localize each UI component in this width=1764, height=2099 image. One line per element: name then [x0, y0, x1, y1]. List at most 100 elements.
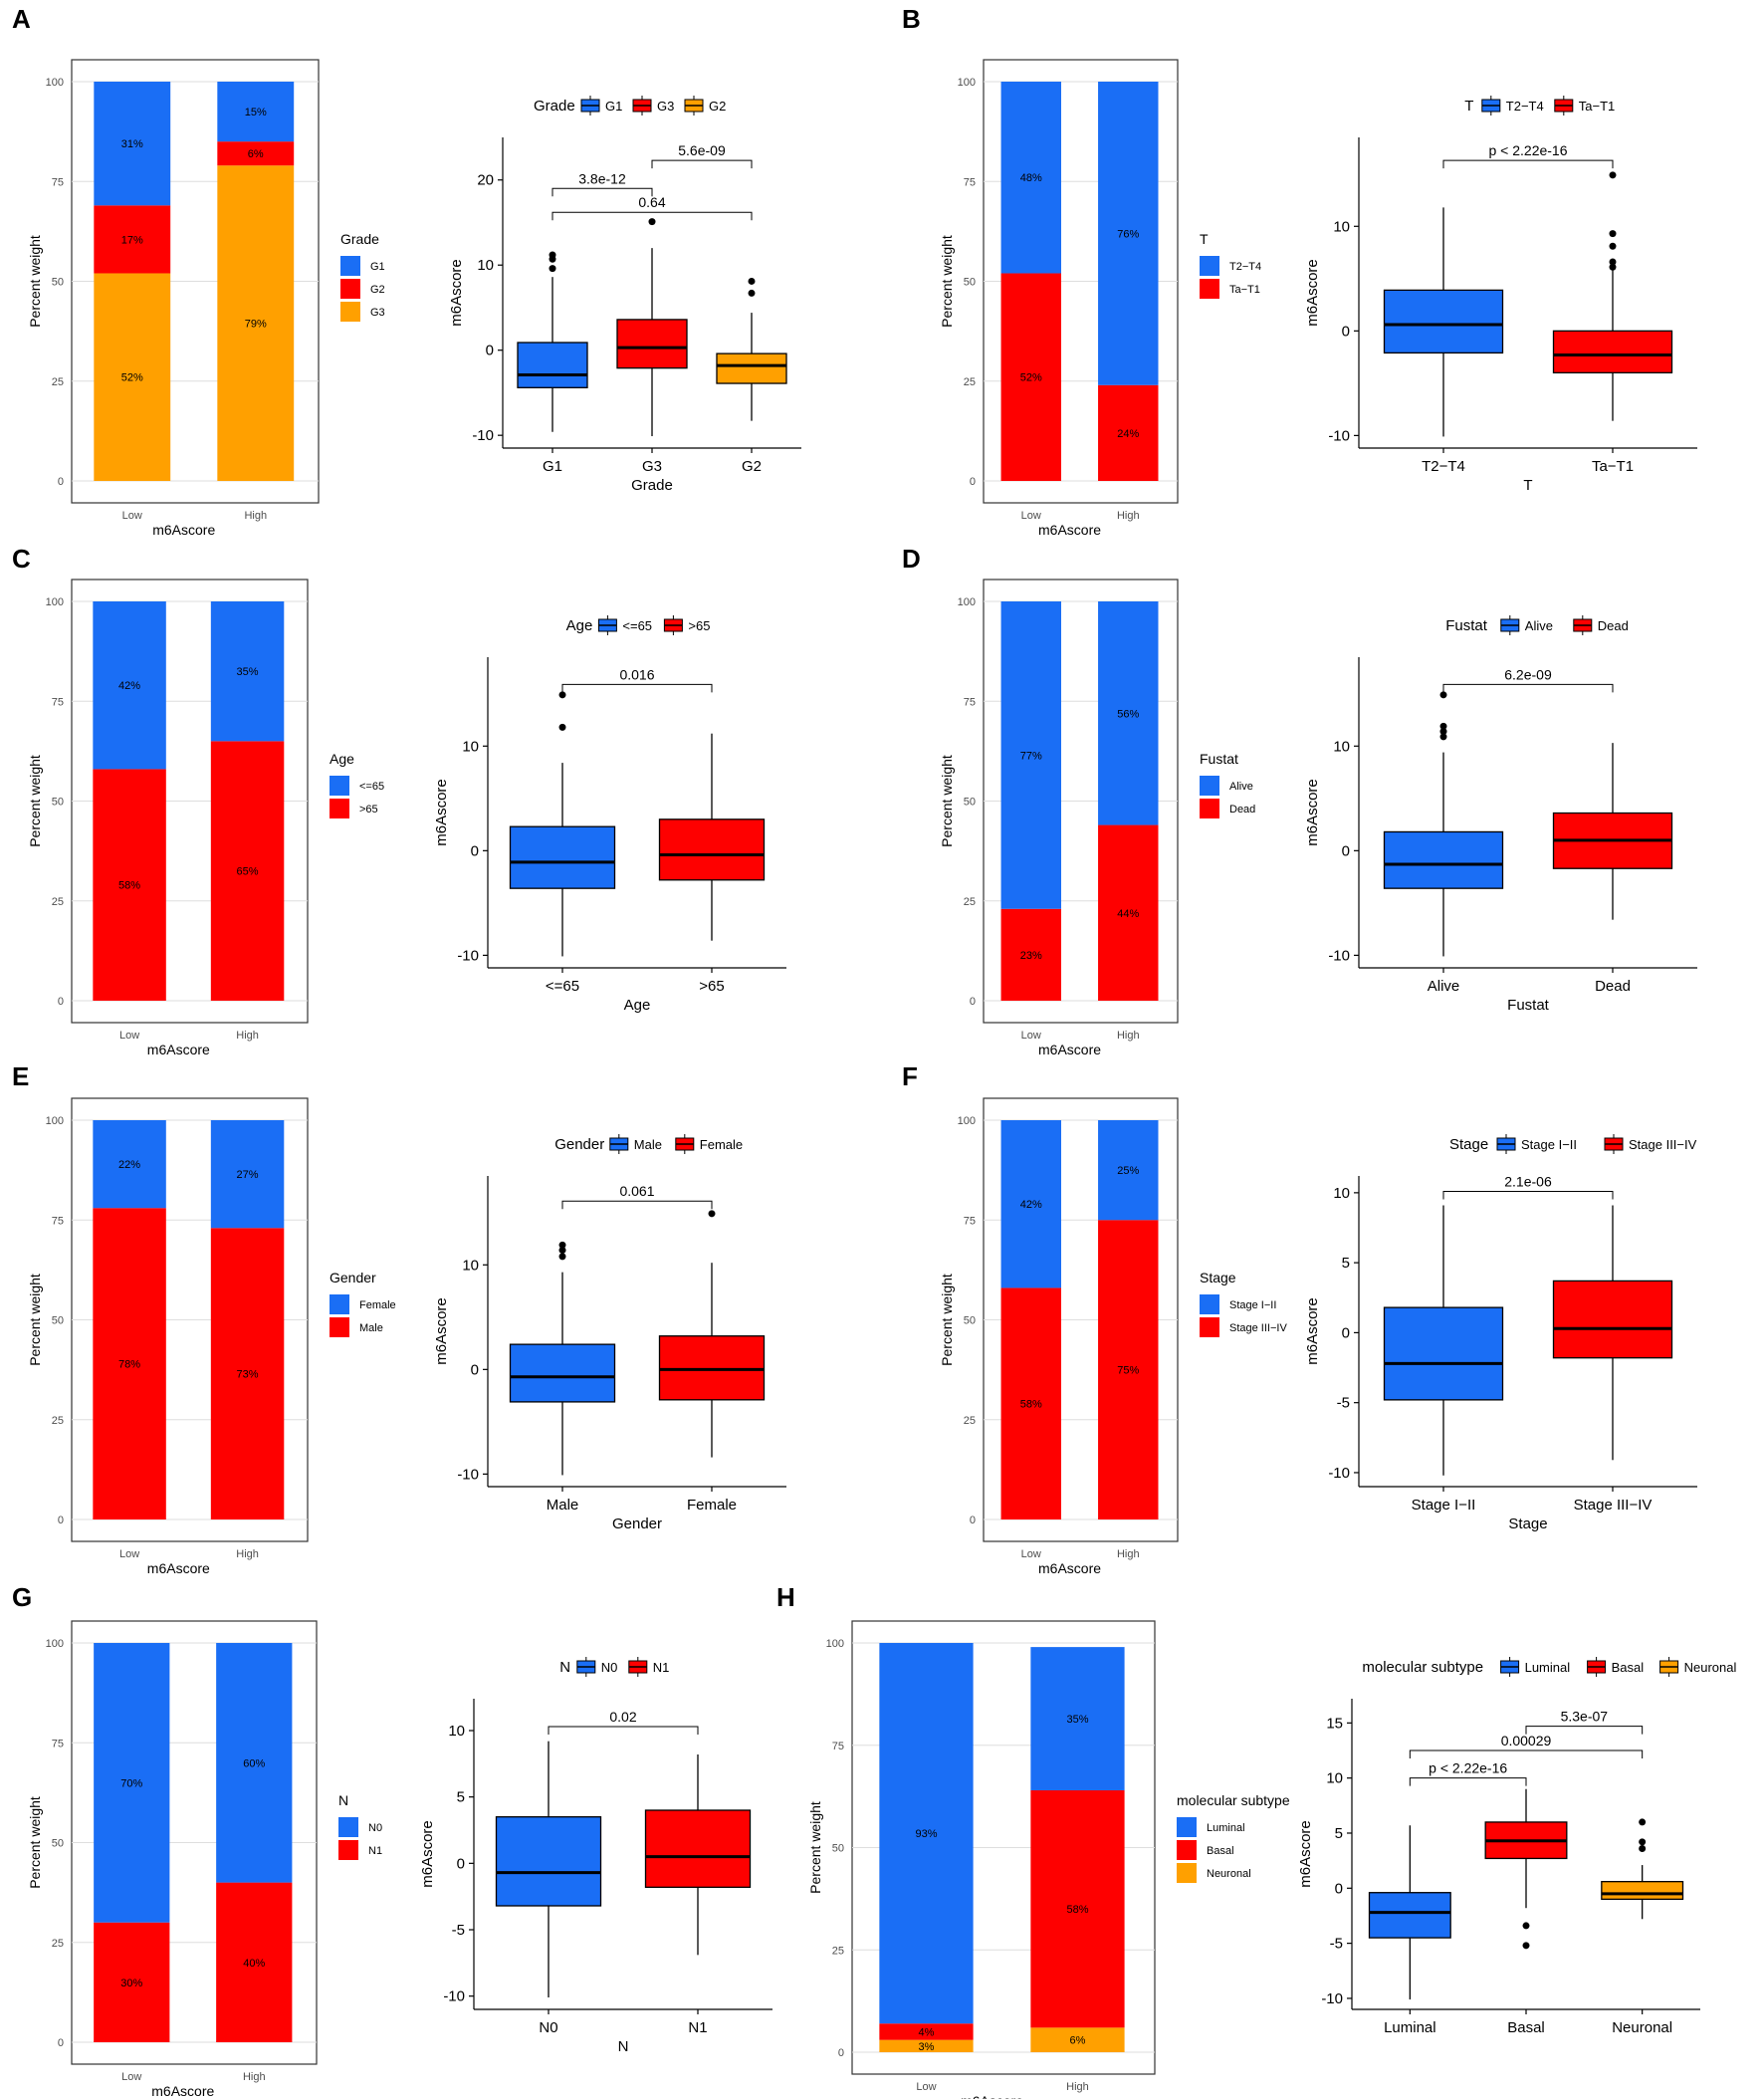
- bar-segment-Neuronal: [1030, 2027, 1125, 2052]
- box-Alive: [1383, 691, 1504, 957]
- bar-data-label: 25%: [1117, 1165, 1139, 1177]
- y-tick-label: 10: [477, 257, 494, 274]
- legend-label: N1: [653, 1660, 670, 1675]
- y-tick-label: 0: [1342, 323, 1350, 340]
- bar-data-label: 22%: [118, 1159, 140, 1171]
- legend-label: Alive: [1229, 781, 1253, 793]
- x-tick-label: Low: [119, 1030, 139, 1042]
- x-axis-title: m6Ascore: [151, 2083, 214, 2099]
- legend-label: G1: [370, 261, 385, 273]
- outlier-point: [1522, 1922, 1530, 1930]
- y-tick-label: 50: [52, 1315, 64, 1327]
- y-tick-label: 10: [1333, 1185, 1350, 1202]
- x-tick-label: Stage III−IV: [1574, 1497, 1653, 1514]
- box-iqr: [495, 1816, 602, 1907]
- y-tick-label: -5: [1330, 1936, 1343, 1953]
- x-axis-title: m6Ascore: [147, 1042, 210, 1057]
- y-tick-label: 75: [832, 1741, 844, 1752]
- legend-swatch: [330, 1294, 349, 1314]
- box-G3: [616, 218, 688, 437]
- y-axis-title: Percent weight: [807, 1801, 823, 1894]
- panel-e: E025507510078%22%Low73%27%Highm6AscorePe…: [12, 1061, 786, 1576]
- comparison-bracket: [1409, 1777, 1527, 1786]
- legend-swatch: [1200, 1317, 1219, 1337]
- bar-segment-Stage III−IV: [1098, 1220, 1159, 1519]
- y-tick-label: 20: [477, 172, 494, 189]
- y-tick-label: 25: [964, 1415, 976, 1427]
- p-value-label: 0.016: [619, 666, 654, 682]
- p-value-label: 5.3e-07: [1561, 1709, 1609, 1725]
- p-value-label: 5.6e-09: [678, 142, 726, 158]
- legend-label: Basal: [1612, 1660, 1645, 1675]
- panel-letter: F: [902, 1061, 918, 1091]
- legend-label: <=65: [622, 618, 652, 633]
- panel-b: B025507510052%48%Low24%76%Highm6AscorePe…: [902, 4, 1697, 538]
- legend-label: Male: [359, 1322, 383, 1334]
- box-iqr: [1383, 830, 1504, 889]
- legend-key: [1587, 1657, 1607, 1677]
- x-axis-title: m6Ascore: [152, 522, 215, 538]
- legend-title: Grade: [340, 231, 379, 247]
- y-tick-label: 10: [448, 1723, 465, 1740]
- box-plot-chart: -10 -5 0 5 10 15 Luminal Basal Neuronal p < 2.22e…: [1297, 1657, 1736, 2036]
- stacked-bar-chart: 0 25 50 75 100 58% 42% Low 75% 25% High m6Ascore Per…: [939, 1097, 1287, 1576]
- legend-label: T2−T4: [1229, 261, 1261, 273]
- bar-segment-G2: [217, 141, 295, 166]
- bar-data-label: 6%: [1070, 2035, 1086, 2047]
- legend-title: Gender: [554, 1136, 604, 1153]
- x-axis-title: Age: [624, 997, 651, 1014]
- bar-data-label: 24%: [1117, 428, 1139, 440]
- box-iqr: [509, 1343, 616, 1403]
- bar-data-label: 65%: [237, 866, 259, 878]
- legend-label: <=65: [359, 781, 384, 793]
- legend-title: molecular subtype: [1177, 1792, 1290, 1808]
- p-value-label: p < 2.22e-16: [1429, 1760, 1507, 1776]
- comparison-bracket: [1442, 1190, 1614, 1200]
- box-Female: [658, 1210, 766, 1458]
- panel-g: G025507510030%70%Low40%60%Highm6AscorePe…: [12, 1582, 772, 2099]
- x-tick-label: High: [1117, 510, 1140, 522]
- bar-data-label: 27%: [237, 1169, 259, 1181]
- y-tick-label: 0: [486, 343, 494, 359]
- box-Ta−T1: [1552, 171, 1673, 421]
- legend-title: Fustat: [1445, 617, 1488, 634]
- x-axis-title: N: [618, 2038, 629, 2055]
- bar-segment-G2: [94, 205, 171, 274]
- p-value-label: 2.1e-06: [1504, 1173, 1552, 1189]
- y-tick-label: -5: [1337, 1395, 1350, 1412]
- legend-swatch: [1200, 799, 1219, 818]
- y-tick-label: -10: [1321, 1990, 1343, 2007]
- bar-data-label: 4%: [919, 2026, 935, 2038]
- x-tick-label: Alive: [1428, 978, 1460, 995]
- panel-c: C025507510058%42%Low65%35%Highm6AscorePe…: [12, 544, 786, 1057]
- bar-data-label: 42%: [118, 680, 140, 692]
- y-tick-label: 75: [52, 1738, 64, 1749]
- bar-segment-Stage I−II: [1098, 1120, 1159, 1221]
- outlier-point: [748, 289, 756, 297]
- y-tick-label: 0: [457, 1855, 465, 1872]
- box->65: [658, 733, 766, 941]
- y-tick-label: -5: [452, 1922, 465, 1939]
- box-<=65: [509, 691, 616, 957]
- legend-key: [684, 96, 704, 116]
- y-tick-label: 25: [964, 376, 976, 388]
- bar-data-label: 3%: [919, 2041, 935, 2053]
- legend-label: Female: [700, 1137, 743, 1152]
- x-tick-label: Luminal: [1384, 2019, 1436, 2036]
- legend-label: Male: [634, 1137, 662, 1152]
- y-tick-label: 0: [471, 842, 479, 859]
- legend-label: Luminal: [1525, 1660, 1571, 1675]
- legend-key: [1500, 1657, 1520, 1677]
- y-tick-label: 75: [964, 176, 976, 188]
- bar-data-label: 31%: [121, 138, 143, 150]
- y-tick-label: 25: [52, 1938, 64, 1950]
- bar-data-label: 76%: [1117, 228, 1139, 240]
- outlier-point: [748, 277, 756, 285]
- bar-segment-N0: [216, 1643, 293, 1883]
- bar-data-label: 58%: [1020, 1399, 1042, 1411]
- box-Neuronal: [1601, 1818, 1684, 1920]
- y-tick-label: 50: [52, 1838, 64, 1850]
- y-axis-title: Percent weight: [27, 235, 43, 328]
- panel-f: F 025507510058%42%Low75%25%Highm6AscorePe…: [902, 1061, 1697, 1576]
- y-tick-label: -10: [1328, 427, 1350, 444]
